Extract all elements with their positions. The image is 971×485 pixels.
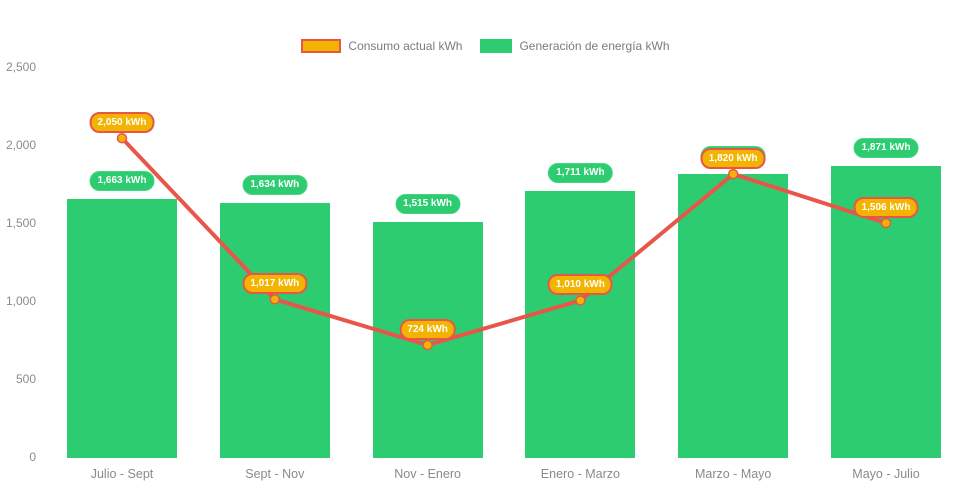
consumption-value-label: 1,506 kWh xyxy=(853,197,919,219)
x-axis-label: Nov - Enero xyxy=(394,467,461,481)
y-axis-label: 0 xyxy=(29,450,36,464)
consumption-point[interactable] xyxy=(422,339,433,351)
consumption-point[interactable] xyxy=(880,217,892,229)
generation-value-label: 1,634 kWh xyxy=(242,175,308,196)
x-axis-label: Enero - Marzo xyxy=(540,467,620,481)
consumption-point[interactable] xyxy=(269,294,281,305)
x-axis-label: Julio - Sept xyxy=(90,467,154,481)
legend-item-consumption[interactable]: Consumo actual kWh xyxy=(301,39,462,53)
generation-legend-label: Generación de energía kWh xyxy=(519,39,670,53)
generation-value-label: 1,663 kWh xyxy=(89,170,155,191)
chart-legend: Consumo actual kWh Generación de energía… xyxy=(0,39,971,53)
x-axis-label: Mayo - Julio xyxy=(852,467,920,481)
legend-item-generation[interactable]: Generación de energía kWh xyxy=(480,39,670,53)
consumption-legend-label: Consumo actual kWh xyxy=(348,39,463,53)
consumption-line xyxy=(120,136,887,348)
generation-bar[interactable] xyxy=(67,198,177,458)
generation-bar[interactable] xyxy=(525,191,636,458)
generation-bar[interactable] xyxy=(678,174,789,458)
generation-swatch-icon xyxy=(480,39,513,53)
y-axis-label: 1,500 xyxy=(5,216,36,230)
consumption-value-label: 1,010 kWh xyxy=(547,274,613,296)
generation-value-label: 1,711 kWh xyxy=(548,163,613,184)
x-axis-label: Marzo - Mayo xyxy=(694,467,772,481)
consumption-swatch-icon xyxy=(301,39,342,53)
y-axis-label: 2,500 xyxy=(5,60,36,74)
y-axis-label: 500 xyxy=(15,372,36,386)
consumption-value-label: 724 kWh xyxy=(399,319,456,341)
x-axis-label: Sept - Nov xyxy=(245,467,305,481)
generation-value-label: 1,515 kWh xyxy=(395,193,461,214)
y-axis-label: 2,000 xyxy=(5,138,36,152)
consumption-point[interactable] xyxy=(575,295,586,306)
generation-value-label: 1,871 kWh xyxy=(853,138,919,159)
consumption-point[interactable] xyxy=(116,132,128,144)
consumption-point[interactable] xyxy=(727,168,739,180)
consumption-value-label: 1,820 kWh xyxy=(700,148,766,170)
generation-bar[interactable] xyxy=(219,203,330,458)
consumption-value-label: 2,050 kWh xyxy=(89,112,155,134)
consumption-value-label: 1,017 kWh xyxy=(242,273,308,295)
y-axis-label: 1,000 xyxy=(5,294,36,308)
